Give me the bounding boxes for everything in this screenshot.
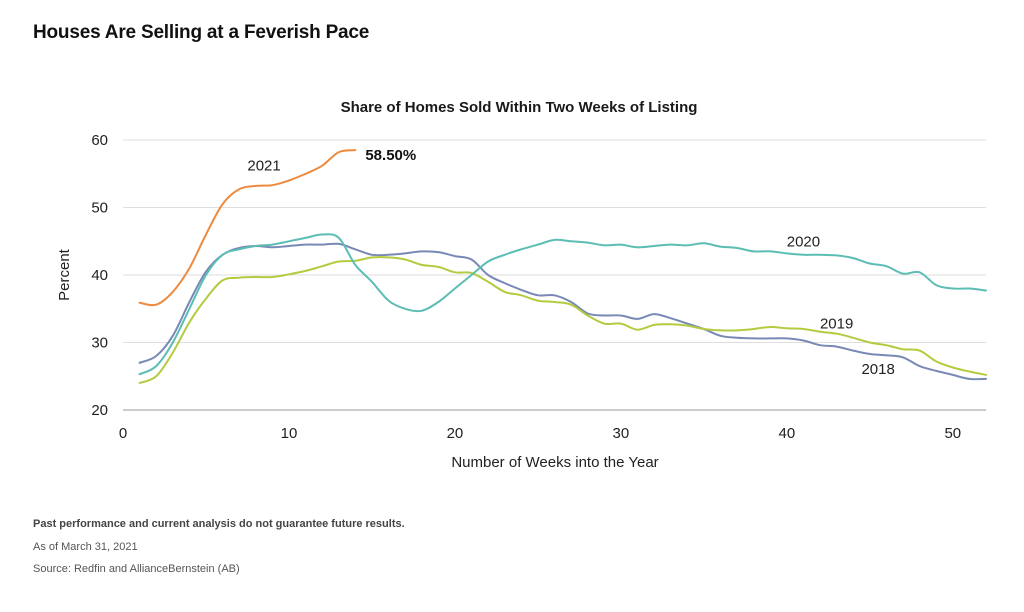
series-label-2020: 2020 [787,234,820,251]
series-line-2018 [138,242,987,381]
disclaimer-text: Past performance and current analysis do… [33,518,405,530]
series-lines [138,149,987,384]
y-tick-label: 40 [91,267,108,284]
x-tick-label: 0 [119,425,127,442]
source-text: Source: Redfin and AllianceBernstein (AB… [33,563,240,575]
series-labels: 2018 2019 2020 2021 58.50% [247,147,894,378]
x-axis-label: Number of Weeks into the Year [451,454,658,471]
chart-title: Share of Homes Sold Within Two Weeks of … [341,99,698,116]
series-label-2018: 2018 [861,361,894,378]
series-line-2021 [138,149,357,307]
series-label-2021: 2021 [247,157,280,174]
y-tick-label: 60 [91,132,108,149]
x-tick-label: 10 [281,425,298,442]
x-tick-label: 40 [779,425,796,442]
series-line-2020 [138,233,987,376]
gridlines [123,139,986,411]
y-tick-label: 30 [91,335,108,352]
y-tick-label: 50 [91,200,108,217]
x-tick-label: 20 [447,425,464,442]
x-tick-label: 50 [944,425,961,442]
as-of-date: As of March 31, 2021 [33,541,138,553]
y-axis-ticks: 20 30 40 50 60 [91,132,108,419]
page-title: Houses Are Selling at a Feverish Pace [33,22,370,43]
series-label-2019: 2019 [820,315,853,332]
y-tick-label: 20 [91,402,108,419]
end-value-label: 58.50% [365,147,416,164]
y-axis-label: Percent [56,248,73,301]
series-line-2019 [138,256,987,384]
x-axis-ticks: 0 10 20 30 40 50 [119,425,961,442]
x-tick-label: 30 [613,425,630,442]
